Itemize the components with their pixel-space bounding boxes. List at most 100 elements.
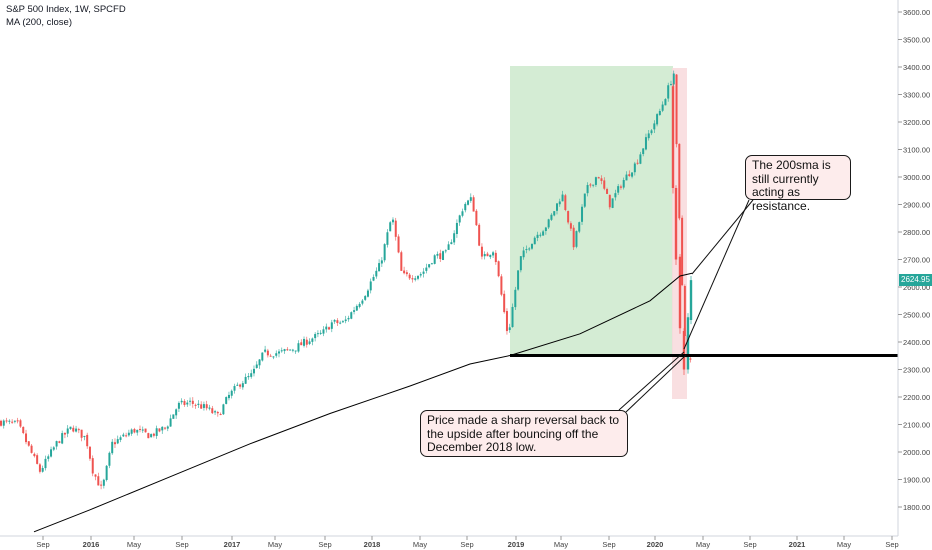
candlestick-series [0,70,693,490]
candle-body [544,227,547,232]
candle-body [280,350,283,352]
candle-body [681,217,684,286]
candle-body [522,250,525,258]
last-price-tag: 2624.95 [899,274,932,286]
price-tick-label: 3400.00 [903,63,930,72]
candle-body [608,194,611,208]
candle-body [278,351,280,354]
green-zone [510,66,673,354]
candle-body [19,420,22,427]
candle-body [214,411,217,413]
candle-body [380,260,383,264]
candle-body [97,476,100,486]
candle-body [589,184,592,186]
candle-body [375,270,378,277]
candle-body [369,281,372,291]
candle-body [492,252,495,256]
candle-body [113,442,116,445]
candle-body [675,74,678,145]
candle-body [594,177,597,185]
candle-body [88,446,91,459]
candle-body [553,211,556,216]
candle-body [291,349,294,351]
symbol-title: S&P 500 Index, 1W, SPCFD [6,4,126,15]
candle-body [191,400,194,404]
candle-body [336,320,339,324]
candle-body [503,293,506,313]
candle-body [111,441,114,454]
candle-body [439,253,442,260]
candle-body [303,338,306,346]
candle-body [414,278,417,280]
candle-body [289,349,292,351]
ma-200-line [33,272,693,533]
candle-body [286,349,289,351]
candle-body [644,137,647,150]
candle-body [186,402,189,405]
candle-body [269,355,272,357]
candle-body [347,317,350,320]
candle-body [264,349,267,352]
price-tick-label: 1900.00 [903,476,930,485]
candle-body [578,222,581,232]
candle-body [325,326,328,330]
candle-body [252,368,255,374]
time-tick-label: 2017 [224,540,241,549]
price-tick-label: 2900.00 [903,201,930,210]
candle-body [219,414,222,416]
candle-body [517,270,520,290]
candle-body [405,272,408,275]
candle-body [44,458,47,469]
candle-body [283,349,286,352]
candle-body [275,353,278,356]
time-tick-label: May [127,540,141,549]
candle-body [294,350,297,352]
candle-body [619,186,622,188]
candle-body [678,256,682,329]
candle-body [75,428,78,432]
candle-body [91,458,94,474]
candle-body [656,114,659,125]
time-tick-label: Sep [175,540,188,549]
price-tick-label: 2300.00 [903,366,930,375]
candle-body [561,194,564,202]
candle-body [108,452,111,466]
candle-body [682,331,686,370]
candle-body [622,180,625,188]
candle-body [236,384,239,386]
candle-body [47,456,50,459]
candle-body [592,184,595,186]
time-tick-label: May [554,540,568,549]
candle-body [300,342,303,346]
price-tick-label: 2000.00 [903,448,930,457]
candle-body [628,174,631,177]
candle-body [194,404,197,406]
candle-body [61,433,64,444]
candle-body [669,84,672,86]
candle-body [575,231,578,247]
candle-body [122,434,125,437]
candle-body [386,232,389,245]
candle-body [139,428,141,430]
candle-body [272,356,275,358]
candle-body [250,373,253,377]
price-tick-label: 3000.00 [903,173,930,182]
candle-body [25,433,28,443]
candle-body [671,86,675,188]
candle-body [403,270,406,274]
candle-body [366,290,369,297]
candle-body [339,322,342,324]
candle-body [330,322,333,329]
connector-resistance-2 [691,199,754,275]
candle-body [536,234,539,238]
candle-body [55,441,58,447]
candle-body [183,401,186,405]
candle-body [658,110,661,115]
candle-body [147,433,150,439]
candle-body [86,434,89,447]
price-tick-label: 2700.00 [903,256,930,265]
candle-body [116,439,119,444]
candle-body [83,435,86,437]
candle-body [225,397,228,404]
